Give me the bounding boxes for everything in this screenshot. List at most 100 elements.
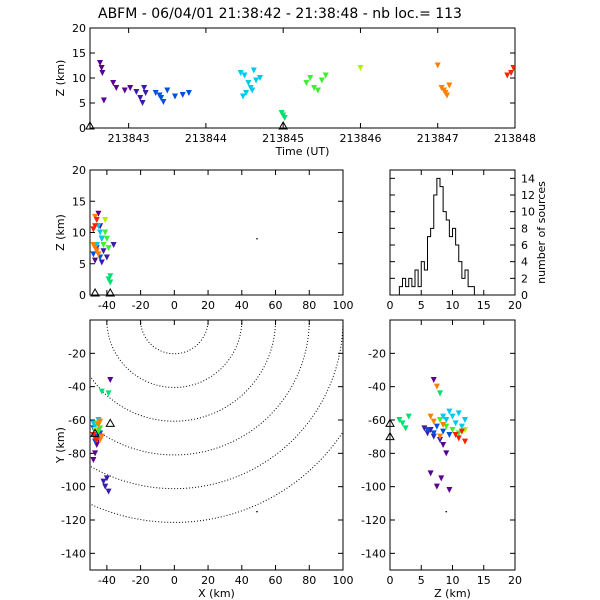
y-axis-label: number of sources: [535, 181, 548, 284]
source-point: [243, 90, 250, 96]
source-point: [437, 433, 443, 440]
source-point: [458, 428, 465, 435]
source-point: [113, 85, 120, 91]
y-tick-label: -120: [61, 514, 86, 527]
x-axis-label: Z (km): [434, 587, 471, 600]
source-point: [100, 97, 107, 104]
source-point: [455, 410, 462, 417]
source-point: [102, 217, 109, 223]
y-tick-label: 5: [79, 258, 86, 271]
plot-frame: [89, 319, 344, 571]
x-tick-label: -40: [98, 299, 116, 312]
y-tick-label: 14: [521, 172, 535, 185]
source-point: [139, 100, 146, 106]
source-point: [357, 65, 364, 71]
x-tick-label: 213848: [494, 132, 536, 145]
y-tick-label: -40: [68, 381, 86, 394]
y-tick-label: 8: [521, 222, 528, 235]
source-point: [127, 85, 134, 91]
y-tick-label: 10: [72, 227, 86, 240]
range-ring: [106, 320, 243, 388]
source-point: [137, 95, 144, 101]
plot-area: [90, 210, 258, 286]
x-tick-label: 10: [446, 299, 460, 312]
source-point: [307, 75, 314, 81]
x-tick-label: 100: [333, 299, 354, 312]
source-point: [98, 259, 105, 266]
source-point: [424, 430, 431, 437]
panel-time-height: 213843 213844 213845 213846 213847 213848 0 5 10…: [54, 22, 536, 158]
source-point: [237, 70, 244, 76]
y-axis-label: Z (km): [54, 214, 67, 251]
source-point: [100, 242, 107, 248]
x-tick-label: 213847: [417, 132, 459, 145]
x-axis-label: Time (UT): [275, 145, 330, 158]
source-point: [92, 245, 99, 252]
source-point: [98, 388, 105, 395]
source-point: [311, 85, 318, 91]
source-point: [430, 418, 437, 425]
x-tick-label: 40: [235, 574, 249, 587]
source-point: [93, 437, 100, 443]
source-point: [99, 70, 106, 76]
x-tick-label: -20: [132, 299, 150, 312]
source-point: [510, 65, 515, 71]
y-tick-label: -60: [68, 414, 86, 427]
source-point: [396, 417, 403, 423]
source-point: [322, 72, 329, 79]
source-point: [446, 408, 453, 415]
source-point: [443, 417, 450, 423]
source-point: [152, 90, 159, 96]
source-point: [92, 223, 99, 230]
x-tick-label: 0: [171, 574, 178, 587]
y-tick-label: 20: [72, 22, 86, 35]
y-axis-label: Y (km): [54, 427, 67, 464]
y-tick-label: 4: [521, 256, 528, 269]
y-tick-label: -100: [61, 481, 86, 494]
x-tick-label: 5: [418, 299, 425, 312]
y-tick-label: 0: [521, 289, 528, 302]
source-point: [303, 80, 310, 86]
source-point: [90, 242, 97, 248]
source-point: [446, 487, 453, 493]
x-tick-label: 213846: [339, 132, 381, 145]
source-point: [443, 450, 450, 457]
source-point: [92, 450, 99, 457]
source-point: [433, 383, 440, 390]
x-tick-label: 213845: [262, 132, 304, 145]
source-point: [462, 438, 468, 445]
source-point: [440, 413, 447, 420]
source-point: [504, 72, 511, 79]
figure-title: ABFM - 06/04/01 21:38:42 - 21:38:48 - nb…: [98, 6, 462, 22]
plot-frame: [89, 27, 516, 129]
source-point: [434, 62, 441, 69]
source-point: [257, 75, 263, 81]
source-point: [446, 82, 453, 89]
y-tick-label: 12: [521, 189, 535, 202]
source-point: [102, 483, 109, 490]
source-point: [424, 427, 431, 433]
source-point: [102, 229, 109, 236]
source-point: [405, 413, 412, 420]
source-point: [443, 423, 450, 430]
panel-z-y: 0 5 10 15 20 -20 -40 -60 -80 -100 -120 -140 Z (km): [361, 319, 522, 600]
source-point: [281, 115, 288, 121]
source-point: [241, 72, 248, 79]
source-point: [133, 89, 140, 95]
source-point: [440, 442, 447, 448]
y-tick-label: -20: [68, 347, 86, 360]
station-marker: [278, 120, 289, 130]
source-point: [444, 92, 450, 99]
source-point: [142, 90, 149, 96]
source-point: [107, 377, 114, 383]
source-point: [445, 510, 448, 513]
x-tick-label: 20: [508, 299, 522, 312]
source-point: [121, 87, 128, 94]
source-point: [449, 427, 456, 433]
source-point: [452, 420, 459, 427]
x-tick-label: -40: [98, 574, 116, 587]
y-tick-label: 2: [521, 272, 528, 285]
y-tick-label: -20: [368, 347, 386, 360]
source-point: [105, 276, 112, 283]
x-tick-label: 213843: [108, 132, 150, 145]
